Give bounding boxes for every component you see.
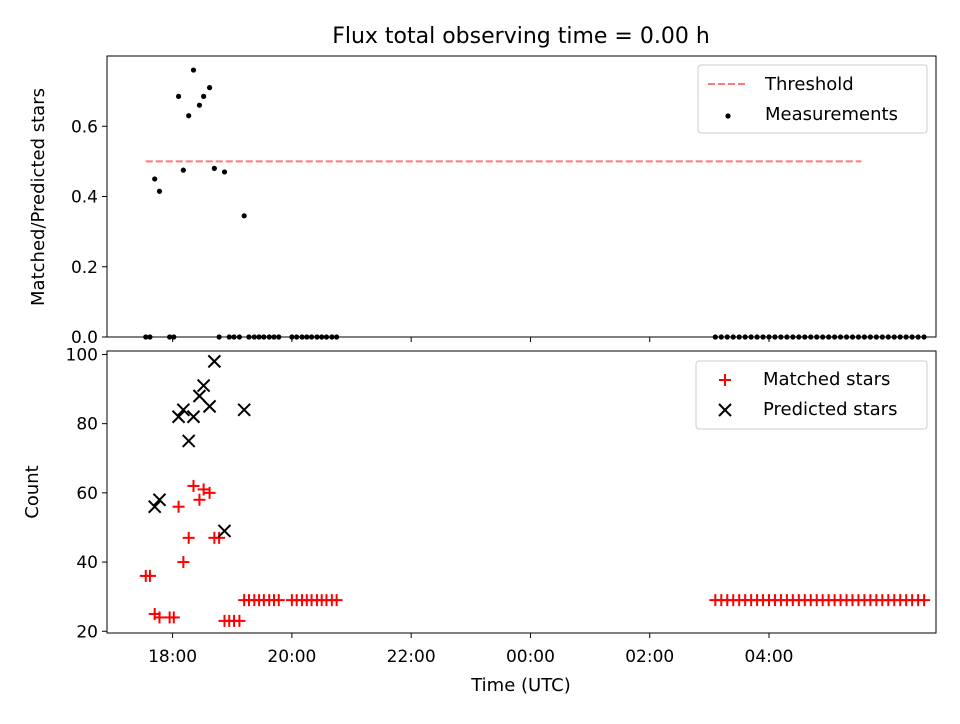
matched-stars-point — [272, 594, 285, 607]
bottom-panel: Count 20 40 60 80 100 18:00 20:00 22:00 00:00 02… — [22, 345, 937, 696]
bottom-x-ticks: 18:00 20:00 22:00 00:00 02:00 04:00 — [148, 633, 794, 667]
top-y-tick-label: 0.0 — [71, 328, 98, 348]
bottom-y-ticks: 20 40 60 80 100 — [66, 345, 107, 642]
top-y-tick-label: 0.4 — [71, 188, 98, 208]
legend-matched-label: Matched stars — [763, 369, 890, 390]
x-tick-label: 04:00 — [745, 647, 794, 667]
legend-predicted-swatch — [718, 403, 732, 417]
legend-threshold-label: Threshold — [764, 74, 854, 95]
matched-stars-point — [167, 611, 180, 624]
predicted-stars-point — [152, 493, 167, 507]
top-y-tick-label: 0.2 — [71, 258, 98, 278]
predicted-stars-point — [217, 524, 232, 538]
bottom-axes-frame — [106, 350, 937, 634]
measurements-point — [175, 93, 182, 99]
matched-stars-point — [153, 611, 166, 624]
matched-stars-point — [193, 493, 206, 506]
measurements-point — [211, 165, 217, 171]
matched-stars-point — [213, 531, 226, 544]
top-y-tick-label: 0.6 — [71, 117, 98, 137]
measurements-point — [196, 102, 203, 108]
measurements-point — [201, 93, 207, 99]
matched-stars-point — [172, 500, 185, 513]
matched-stars-point — [182, 531, 195, 544]
bottom-legend-box — [695, 360, 928, 430]
bottom-y-tick-label: 80 — [76, 415, 98, 435]
top-panel: Matched/Predicted stars 0.0 0.2 0.4 0.6 Thr… — [28, 55, 937, 348]
predicted-stars-point — [182, 434, 196, 448]
predicted-stars-point — [192, 389, 207, 403]
top-legend: Threshold Measurements — [697, 64, 928, 134]
x-tick-label: 02:00 — [625, 647, 674, 667]
bottom-y-tick-label: 20 — [76, 622, 98, 642]
measurements-point — [206, 85, 213, 91]
predicted-stars-point — [237, 403, 251, 417]
matched-stars-point — [177, 556, 190, 569]
predicted-stars-point — [186, 410, 201, 424]
measurements-point — [186, 113, 192, 119]
predicted-stars-point — [171, 410, 186, 424]
top-axes-frame — [106, 55, 937, 338]
measurements-point — [190, 67, 197, 73]
matched-stars-point — [330, 594, 343, 607]
measurements-point — [156, 188, 163, 194]
x-axis-label: Time (UTC) — [470, 675, 571, 696]
predicted-stars-point — [176, 403, 191, 417]
measurements-point — [241, 213, 247, 219]
bottom-y-tick-label: 100 — [66, 345, 98, 365]
legend-measurements-label: Measurements — [765, 104, 898, 125]
predicted-stars-point — [148, 499, 162, 514]
x-tick-label: 22:00 — [387, 647, 436, 667]
top-y-axis-label: Matched/Predicted stars — [28, 88, 49, 306]
bottom-y-axis-label: Count — [22, 465, 43, 518]
measurements-point — [221, 169, 228, 175]
measurements-point — [152, 176, 158, 182]
matched-stars-point — [143, 569, 156, 582]
bottom-y-tick-label: 40 — [76, 553, 98, 573]
predicted-stars-point — [207, 354, 222, 369]
x-tick-label: 20:00 — [267, 647, 316, 667]
bottom-plot-area — [139, 354, 931, 627]
x-tick-label: 00:00 — [506, 647, 555, 667]
top-y-ticks: 0.0 0.2 0.4 0.6 — [71, 117, 107, 348]
legend-matched-swatch — [719, 374, 731, 386]
matched-stars-point — [918, 594, 931, 607]
measurements-point — [180, 167, 186, 173]
matched-stars-point — [203, 486, 216, 499]
predicted-stars-point — [196, 378, 211, 393]
predicted-stars-point — [202, 399, 217, 414]
legend-measurements-swatch — [725, 113, 731, 119]
top-x-ticks — [172, 337, 770, 342]
legend-predicted-label: Predicted stars — [763, 399, 897, 420]
matched-stars-point — [233, 614, 246, 627]
top-legend-box — [697, 64, 928, 134]
bottom-legend: Matched stars Predicted stars — [695, 360, 928, 430]
matched-stars-point — [187, 479, 200, 492]
x-tick-label: 18:00 — [148, 647, 197, 667]
bottom-y-tick-label: 60 — [76, 484, 98, 504]
chart-title: Flux total observing time = 0.00 h — [332, 24, 710, 49]
